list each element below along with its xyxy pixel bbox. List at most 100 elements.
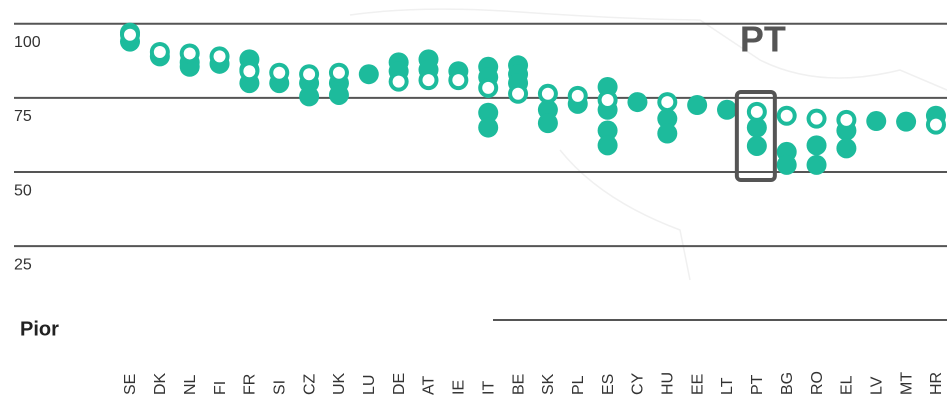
dot — [657, 123, 678, 144]
x-tick-label: LT — [719, 377, 736, 395]
open-dot — [836, 109, 857, 130]
open-dot — [328, 62, 349, 83]
open-dot-part — [780, 109, 793, 122]
x-tick-label: IE — [451, 380, 468, 395]
dot — [478, 102, 499, 123]
open-dot-part — [541, 87, 554, 100]
open-dot — [239, 61, 260, 82]
open-dot — [537, 83, 558, 104]
open-dot-part — [273, 66, 286, 79]
highlight-box — [734, 90, 777, 182]
open-dot-part — [512, 87, 525, 100]
note: Pior — [20, 318, 59, 340]
open-dot — [508, 83, 529, 104]
annotation: PT — [740, 19, 786, 60]
open-dot-part — [601, 93, 614, 106]
dot — [746, 117, 767, 138]
open-dot — [149, 41, 170, 62]
dot — [537, 113, 558, 134]
x-tick-label: SK — [540, 373, 557, 395]
dot — [806, 154, 827, 175]
open-dot — [209, 46, 230, 67]
open-dot-part — [243, 65, 256, 78]
x-tick-label: BE — [510, 374, 527, 395]
open-dot-part — [482, 81, 495, 94]
dot — [478, 117, 499, 138]
x-tick-label: NL — [182, 374, 199, 395]
open-dot — [806, 108, 827, 129]
open-dot-part — [661, 96, 674, 109]
open-dot — [478, 77, 499, 98]
x-tick-label: PL — [570, 375, 587, 395]
y-tick-label: 100 — [14, 34, 41, 51]
open-dot — [299, 64, 320, 85]
open-dot-part — [392, 75, 405, 88]
x-tick-label: EL — [839, 375, 856, 395]
open-dot-part — [929, 118, 942, 131]
open-dot — [179, 43, 200, 64]
y-tick-label: 25 — [14, 256, 32, 273]
x-tick-label: ES — [600, 374, 617, 395]
y-tick-label: 75 — [14, 108, 32, 125]
x-tick-label: HR — [928, 372, 945, 395]
open-dot — [269, 62, 290, 83]
open-dot — [657, 92, 678, 113]
open-dot — [418, 70, 439, 91]
dot — [717, 99, 737, 120]
open-dot — [597, 89, 618, 110]
open-dot — [746, 101, 767, 122]
open-dot-part — [840, 113, 853, 126]
x-tick-label: CY — [630, 372, 647, 395]
open-dot — [776, 105, 797, 126]
dot — [806, 135, 827, 156]
x-tick-label: FI — [212, 381, 229, 395]
x-tick-label: RO — [809, 371, 826, 395]
x-tick-label: UK — [331, 372, 348, 395]
x-tick-label: LU — [361, 375, 378, 395]
dot — [299, 86, 320, 107]
dot — [687, 95, 708, 116]
open-dot-part — [750, 105, 763, 118]
x-tick-label: CZ — [301, 373, 318, 395]
open-dot-part — [571, 89, 584, 102]
dot — [776, 154, 797, 175]
open-dot-part — [303, 68, 316, 81]
y-tick-label: 50 — [14, 182, 32, 199]
open-dot — [388, 71, 409, 92]
dot — [836, 138, 857, 159]
dot — [328, 84, 349, 105]
x-tick-label: MT — [898, 372, 915, 395]
x-tick-label: SI — [271, 380, 288, 395]
dot — [597, 135, 618, 156]
x-tick-label: FR — [242, 374, 259, 395]
dot — [866, 111, 887, 132]
open-dot-part — [213, 50, 226, 63]
x-tick-label: SE — [122, 374, 139, 395]
open-dot — [567, 85, 588, 106]
open-dot-part — [452, 74, 465, 87]
x-tick-label: DK — [152, 372, 169, 395]
dot — [896, 111, 917, 132]
x-tick-label: DE — [391, 373, 408, 395]
open-dot — [120, 24, 140, 45]
x-tick-label: IT — [480, 381, 497, 395]
dot — [657, 108, 678, 129]
dot — [746, 135, 767, 156]
open-dot-part — [422, 74, 435, 87]
open-dot — [448, 70, 469, 91]
open-dot-part — [810, 112, 823, 125]
open-dot-part — [183, 47, 196, 60]
dot — [358, 64, 379, 85]
open-dot-part — [124, 28, 136, 41]
open-dot — [925, 114, 946, 135]
map-outline — [349, 8, 947, 91]
open-dot-part — [332, 66, 345, 79]
x-tick-label: AT — [421, 376, 438, 395]
x-tick-label: EE — [689, 374, 706, 395]
x-tick-label: BG — [779, 372, 796, 395]
open-dot-part — [153, 45, 166, 58]
map-outline — [559, 149, 691, 281]
x-tick-label: PT — [749, 374, 766, 395]
